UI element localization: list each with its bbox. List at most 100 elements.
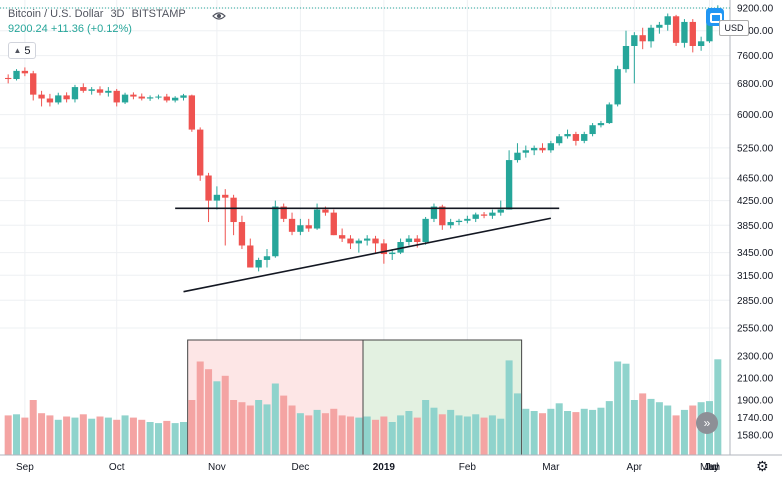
candle-body xyxy=(380,243,388,255)
candle-body xyxy=(188,95,196,130)
volume-bar xyxy=(388,422,396,455)
volume-bar xyxy=(530,411,538,455)
volume-bar xyxy=(630,400,638,455)
volume-bar xyxy=(405,411,413,455)
symbol-interval: 3D xyxy=(110,8,125,20)
price-axis-label: 5250.00 xyxy=(737,143,774,154)
candle-body xyxy=(163,96,170,101)
volume-bar xyxy=(647,398,655,455)
candle-body xyxy=(664,16,671,25)
volume-bar xyxy=(522,408,530,455)
candle-body xyxy=(305,225,312,229)
candle-body xyxy=(681,21,688,43)
candle-body xyxy=(88,89,95,91)
volume-bar xyxy=(672,415,680,455)
candle-body xyxy=(313,209,321,229)
indicator-toggle-button[interactable]: ▲ 5 xyxy=(8,42,36,59)
volume-bar xyxy=(171,423,179,455)
candle-body xyxy=(55,95,62,103)
volume-bar xyxy=(163,420,171,455)
volume-bar xyxy=(188,400,196,455)
time-axis-label: May xyxy=(700,462,719,473)
candle-body xyxy=(138,96,145,99)
volume-bar xyxy=(129,417,137,455)
candle-body xyxy=(397,241,404,253)
volume-bar xyxy=(505,360,513,455)
candle-body xyxy=(455,220,463,223)
candle-body xyxy=(288,218,296,232)
price-axis-label: 6800.00 xyxy=(737,79,774,90)
volume-bar xyxy=(497,418,505,455)
volume-bar xyxy=(79,414,87,455)
volume-bar xyxy=(104,417,112,455)
eye-icon[interactable] xyxy=(212,9,226,23)
candle-body xyxy=(606,104,613,124)
candle-body xyxy=(547,143,555,151)
volume-bar xyxy=(488,415,496,455)
time-axis-label: Jul xyxy=(706,462,719,473)
volume-bar xyxy=(246,405,254,455)
candle-body xyxy=(697,41,705,46)
candle-body xyxy=(389,252,396,255)
volume-bar xyxy=(447,409,455,455)
candle-body xyxy=(96,89,104,93)
volume-axis-label: 2100.00 xyxy=(737,374,774,385)
candle-body xyxy=(539,147,546,151)
candle-body xyxy=(447,222,454,226)
volume-bar xyxy=(472,414,480,455)
price-axis-label: 4650.00 xyxy=(737,174,774,185)
candle-body xyxy=(656,24,663,28)
price-axis-label: 7600.00 xyxy=(737,51,774,62)
candle-body xyxy=(464,218,471,221)
candle-body xyxy=(472,214,479,219)
candle-body xyxy=(647,27,655,42)
candle-body xyxy=(263,256,271,260)
candle-body xyxy=(530,147,538,151)
candle-body xyxy=(180,95,187,98)
gear-icon[interactable]: ⚙ xyxy=(756,458,769,474)
candle-body xyxy=(322,209,329,213)
volume-bar xyxy=(538,413,547,455)
volume-bar xyxy=(255,400,263,455)
candle-body xyxy=(205,175,212,201)
candle-body xyxy=(155,96,162,98)
price-axis-label: 2850.00 xyxy=(737,296,774,307)
volume-bar xyxy=(13,414,21,455)
volume-bar xyxy=(380,416,388,455)
volume-bar xyxy=(96,416,104,455)
candle-body xyxy=(489,212,496,216)
candle-body xyxy=(197,129,204,176)
candle-body xyxy=(505,160,513,210)
volume-bar xyxy=(154,423,162,455)
volume-bar xyxy=(355,417,363,455)
volume-bar xyxy=(689,405,697,455)
volume-bar xyxy=(513,393,521,455)
volume-bar xyxy=(138,419,146,455)
candle-body xyxy=(672,16,680,43)
volume-bar xyxy=(714,359,722,455)
currency-label[interactable]: USD xyxy=(719,20,749,36)
candle-body xyxy=(230,197,237,223)
scroll-to-latest-button[interactable]: » xyxy=(696,412,718,434)
candle-body xyxy=(497,209,504,213)
candle-body xyxy=(46,98,54,103)
volume-bar xyxy=(455,415,463,455)
price-axis-label: 8400.00 xyxy=(737,26,774,37)
volume-bar xyxy=(597,407,605,455)
volume-bar xyxy=(263,404,271,455)
volume-axis-label: 2300.00 xyxy=(737,352,774,363)
volume-bar xyxy=(271,383,279,455)
candle-body xyxy=(556,136,563,144)
volume-bar xyxy=(29,400,37,455)
candle-body xyxy=(589,125,596,135)
last-price: 9200.24 +11.36 (+0.12%) xyxy=(8,23,132,35)
volume-bar xyxy=(564,411,572,455)
volume-bar xyxy=(372,419,380,455)
candle-body xyxy=(631,35,638,46)
volume-bar xyxy=(21,417,29,455)
volume-bar xyxy=(321,413,329,455)
price-axis-label: 9200.00 xyxy=(737,4,774,15)
volume-bar xyxy=(422,400,430,455)
volume-bar xyxy=(363,416,371,455)
